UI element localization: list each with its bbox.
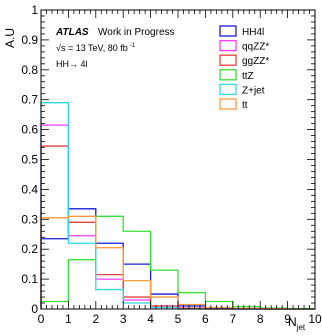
series-hh4l — [40, 208, 315, 310]
plot-frame — [40, 9, 316, 310]
process-label: HH→ 4l — [56, 59, 88, 69]
x-tick-label: 10 — [308, 312, 322, 326]
x-axis-label: Njet — [288, 315, 306, 332]
legend-swatch — [219, 25, 237, 37]
x-tick-label: 3 — [120, 312, 127, 326]
y-tick-label: 0.4 — [21, 182, 38, 196]
y-axis-label: A.U — [3, 28, 17, 48]
y-tick-label: 0.7 — [21, 93, 38, 107]
x-tick-label: 0 — [38, 312, 45, 326]
y-tick-label: 0.2 — [21, 242, 38, 256]
x-tick-label: 1 — [65, 312, 72, 326]
x-axis-label-sub: jet — [296, 323, 306, 332]
y-tick-label: 0.8 — [21, 63, 38, 77]
legend-swatch — [219, 54, 237, 66]
x-axis-label-main: N — [288, 315, 297, 329]
y-tick-label: 1 — [31, 3, 38, 17]
x-tick-label: 2 — [92, 312, 99, 326]
legend-swatch — [219, 98, 237, 110]
legend: HH4l qqZZ* ggZZ* ttZ Z+jet tt — [219, 25, 269, 111]
legend-label: tt — [242, 100, 248, 111]
legend-swatch — [219, 39, 237, 52]
legend-swatch — [219, 69, 237, 81]
axes-layer: 0 1 2 3 4 5 6 7 8 9 10 0 0.1 0.2 0.3 0.4 0.5 0.6 0.7 0.8 0.9… — [21, 3, 322, 326]
x-tick-label: 6 — [202, 312, 209, 326]
y-tick-label: 0.6 — [21, 123, 38, 137]
energy-text: √s = 13 TeV, 80 fb — [56, 43, 128, 53]
legend-label: ggZZ* — [242, 56, 269, 67]
atlas-label: ATLAS — [55, 27, 89, 38]
x-tick-label: 4 — [147, 312, 154, 326]
annotation: ATLAS Work in Progress √s = 13 TeV, 80 f… — [55, 27, 175, 69]
legend-label: qqZZ* — [242, 42, 269, 53]
x-tick-label: 9 — [284, 312, 291, 326]
y-tick-label: 0.3 — [21, 212, 38, 226]
y-tick-label: 0.1 — [21, 272, 38, 286]
legend-label: HH4l — [242, 27, 264, 38]
y-tick-label: 0.5 — [21, 153, 38, 167]
legend-label: ttZ — [242, 71, 254, 82]
y-tick-label: 0.9 — [21, 33, 38, 47]
energy-superscript: -1 — [130, 43, 136, 49]
energy-label: √s = 13 TeV, 80 fb -1 — [56, 43, 136, 53]
x-tick-label: 8 — [257, 312, 264, 326]
series-layer — [40, 102, 316, 310]
legend-label: Z+jet — [242, 85, 265, 96]
x-tick-label: 7 — [229, 312, 236, 326]
y-tick-label: 0 — [31, 302, 38, 316]
x-tick-label: 5 — [175, 312, 182, 326]
status-label: Work in Progress — [98, 27, 175, 38]
legend-swatch — [219, 83, 237, 96]
